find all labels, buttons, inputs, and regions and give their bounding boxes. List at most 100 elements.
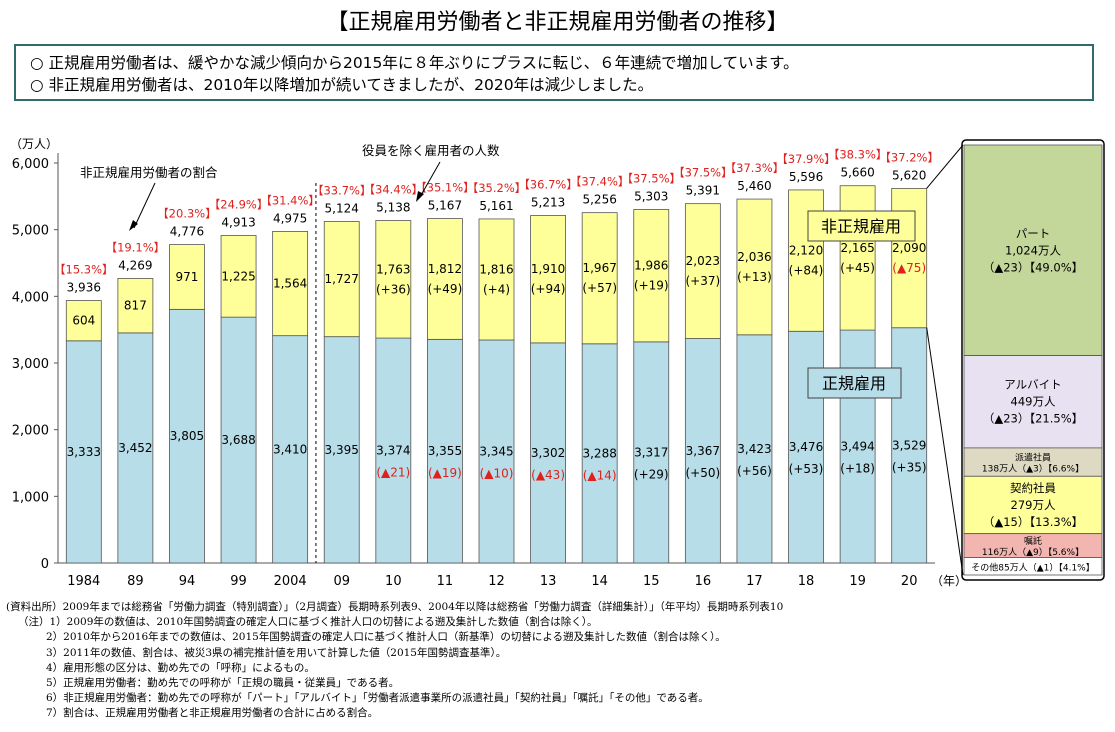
nonregular-value-label: 1,763 xyxy=(376,262,410,276)
nonregular-change-label: (▲75) xyxy=(892,261,926,275)
regular-value-label: 3,333 xyxy=(67,445,101,459)
y-tick-label: 6,000 xyxy=(12,157,49,172)
ratio-label: 【38.3%】 xyxy=(828,148,888,162)
nonregular-value-label: 971 xyxy=(176,270,199,284)
regular-change-label: (+50) xyxy=(686,466,721,480)
breakdown-label: 嘱託 xyxy=(1024,535,1042,547)
bar-regular xyxy=(220,316,257,564)
x-tick-label: 10 xyxy=(385,574,402,589)
breakdown-label: 279万人 xyxy=(1011,498,1056,512)
breakdown-label: （▲15）【13.3%】 xyxy=(983,515,1083,529)
breakdown-label: 116万人（▲9）【5.6%】 xyxy=(982,547,1084,558)
regular-value-label: 3,345 xyxy=(479,445,513,459)
bar-nonregular xyxy=(427,218,463,340)
note-item: 4）雇用形態の区分は、勤め先での「呼称」によるもの。 xyxy=(46,661,315,674)
nonregular-change-label: (+94) xyxy=(531,282,566,296)
regular-value-label: 3,395 xyxy=(325,443,359,457)
x-tick-label: 09 xyxy=(333,574,350,589)
regular-change-label: (▲14) xyxy=(583,468,617,482)
total-label: 5,161 xyxy=(479,199,513,213)
bar-nonregular xyxy=(117,277,154,334)
regular-value-label: 3,317 xyxy=(634,445,668,459)
bar-nonregular xyxy=(891,188,928,329)
x-tick-label: 18 xyxy=(798,574,815,589)
total-label: 5,303 xyxy=(634,189,668,203)
nonregular-change-label: (+84) xyxy=(789,264,824,278)
notes: (資料出所）2009年までは総務省「労働力調査（特別調査）」（2月調査）長期時系… xyxy=(6,600,1106,722)
x-tick-label: 12 xyxy=(488,574,505,589)
employment-chart: 0 1,000 2,000 3,000 4,000 5,000 6,000 （万人） 3,333… xyxy=(10,137,1105,589)
ratio-label: 【36.7%】 xyxy=(518,178,578,192)
bar-nonregular xyxy=(169,244,205,310)
y-tick-label: 1,000 xyxy=(12,490,49,505)
bar-regular xyxy=(65,340,102,564)
y-tick-label: 5,000 xyxy=(12,224,49,239)
regular-change-label: (+53) xyxy=(789,462,824,476)
regular-value-label: 3,355 xyxy=(428,444,462,458)
regular-change-label: (+35) xyxy=(892,460,927,474)
regular-change-label: (+29) xyxy=(634,467,669,481)
ratio-label: 【37.3%】 xyxy=(725,161,785,175)
total-label: 5,138 xyxy=(376,201,410,215)
breakdown-segment xyxy=(963,144,1103,356)
bar-nonregular xyxy=(375,220,412,339)
bar-nonregular xyxy=(530,215,566,344)
breakdown-connector xyxy=(926,327,964,576)
y-tick-label: 3,000 xyxy=(12,357,49,372)
regular-change-label: (+18) xyxy=(840,462,875,476)
breakdown-label: 契約社員 xyxy=(1010,481,1056,495)
regular-change-label: (▲43) xyxy=(531,468,565,482)
nonregular-value-label: 1,812 xyxy=(428,262,462,276)
x-tick-label: 19 xyxy=(849,574,866,589)
x-tick-label: 17 xyxy=(746,574,763,589)
bar-regular xyxy=(633,341,670,564)
regular-value-label: 3,374 xyxy=(376,444,410,458)
ratio-annotation: 非正規雇用労働者の割合 xyxy=(80,165,218,180)
ratio-annotation-arrowhead xyxy=(129,220,138,231)
regular-value-label: 3,367 xyxy=(686,444,720,458)
bar-regular xyxy=(323,336,360,564)
nonregular-value-label: 2,120 xyxy=(789,244,823,258)
total-annotation-arrowhead xyxy=(416,191,424,202)
regular-value-label: 3,476 xyxy=(789,440,823,454)
regular-value-label: 3,529 xyxy=(892,438,926,452)
nonregular-value-label: 2,090 xyxy=(892,241,926,255)
nonregular-value-label: 1,986 xyxy=(634,259,668,273)
nonregular-legend-label: 非正規雇用 xyxy=(821,217,901,236)
bar-regular xyxy=(581,343,618,564)
x-tick-label: 13 xyxy=(540,574,557,589)
y-tick-label: 2,000 xyxy=(12,424,49,439)
ratio-label: 【31.4%】 xyxy=(260,193,320,207)
bar-regular xyxy=(375,337,412,564)
nonregular-legend-box xyxy=(807,210,916,242)
regular-change-label: (▲19) xyxy=(428,466,462,480)
breakdown-segment xyxy=(963,475,1103,535)
total-label: 5,460 xyxy=(737,179,771,193)
nonregular-value-label: 604 xyxy=(72,314,95,328)
nonregular-change-label: (+45) xyxy=(840,261,875,275)
breakdown-label: 138万人（▲3）【6.6%】 xyxy=(982,464,1084,475)
x-tick-label: 2004 xyxy=(274,574,307,589)
nonregular-value-label: 1,727 xyxy=(325,272,359,286)
bar-nonregular xyxy=(478,218,515,341)
regular-change-label: (+56) xyxy=(737,464,772,478)
x-tick-label: 20 xyxy=(901,574,918,589)
bar-nonregular xyxy=(220,235,257,318)
ratio-label: 【37.5%】 xyxy=(673,166,733,180)
regular-change-label: (▲21) xyxy=(376,466,410,480)
total-annotation-arrow xyxy=(419,161,441,198)
y-axis-unit: （万人） xyxy=(10,137,58,151)
x-tick-label: 14 xyxy=(591,574,608,589)
bar-nonregular xyxy=(272,231,309,337)
breakdown-label: 派遣社員 xyxy=(1015,452,1051,464)
bar-regular xyxy=(169,308,205,564)
nonregular-value-label: 1,225 xyxy=(221,269,255,283)
ratio-label: 【37.4%】 xyxy=(570,175,630,189)
ratio-label: 【35.2%】 xyxy=(467,181,527,195)
bar-regular xyxy=(530,342,566,564)
total-label: 3,936 xyxy=(67,281,101,295)
x-tick-label: 15 xyxy=(643,574,660,589)
bar-regular xyxy=(117,332,154,564)
note-item: （注）1）2009年の数値は、2010年国勢調査の確定人口に基づく推計人口の切替… xyxy=(18,616,598,629)
bar-nonregular xyxy=(788,189,824,332)
